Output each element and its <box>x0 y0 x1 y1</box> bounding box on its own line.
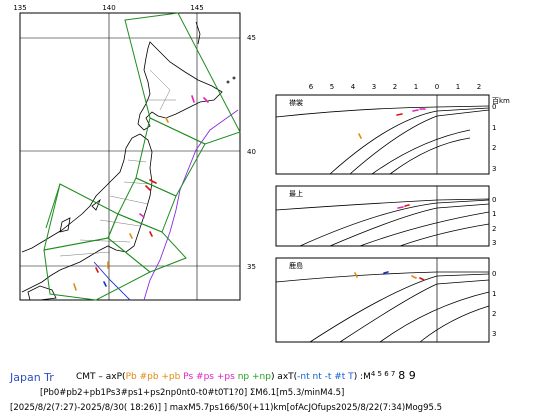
event-marker <box>203 97 209 103</box>
event-marker <box>129 233 133 239</box>
top-tick: 1 <box>456 83 460 91</box>
depth-tick: 1 <box>492 124 496 132</box>
lat-tick-label: 35 <box>247 263 256 271</box>
depth-tick: 1 <box>492 290 496 298</box>
event-marker <box>358 133 362 139</box>
mag-large: 8 9 <box>398 369 416 382</box>
legend-np: np +np <box>237 372 271 382</box>
top-tick: 1 <box>414 83 418 91</box>
mag-small: 4 5 6 7 <box>370 370 396 378</box>
prefecture-boundaries <box>59 69 176 257</box>
plate-boundary-zones <box>43 12 241 301</box>
top-tick: 2 <box>393 83 397 91</box>
distance-unit: 百km <box>492 97 510 105</box>
section-mogami: 最上 0 1 2 3 <box>275 185 496 247</box>
depth-ticks: 0 1 2 3 <box>492 270 496 338</box>
axt-suffix: ) :M <box>353 372 371 382</box>
section-kashima: 鹿島 0 1 2 3 <box>275 257 496 343</box>
event-marker <box>73 283 77 291</box>
event-marker <box>404 204 410 207</box>
event-marker <box>103 281 107 287</box>
top-tick: 4 <box>351 83 356 91</box>
top-tick: 3 <box>372 83 376 91</box>
depth-tick: 2 <box>492 225 496 233</box>
event-marker <box>419 277 425 281</box>
event-marker <box>411 275 417 279</box>
period-line: [2025/8/2(7:27)-2025/8/30( 18:26)] ] max… <box>10 403 443 413</box>
legend-pb: Pb #pb +pb <box>125 372 181 382</box>
legend-nt: -nt nt -t #t T <box>297 372 354 382</box>
event-marker <box>412 109 419 112</box>
japan-map: 135 140 145 45 40 35 <box>13 4 256 301</box>
region-label: Japan Tr <box>10 371 54 384</box>
event-marker <box>191 95 195 103</box>
event-marker <box>149 231 153 237</box>
depth-ticks: 0 1 2 3 <box>492 103 496 173</box>
event-marker <box>149 179 157 184</box>
depth-tick: 3 <box>492 239 496 247</box>
depth-tick: 0 <box>492 270 496 278</box>
map-frame <box>19 12 241 301</box>
depth-tick: 3 <box>492 165 496 173</box>
lon-tick-label: 140 <box>102 4 115 12</box>
event-markers <box>73 95 209 291</box>
summary-line: [Pb0#pb2+pb1Ps3#ps1+ps2np0nt0-t0#t0T1?0]… <box>40 388 345 398</box>
depth-tick: 2 <box>492 144 496 152</box>
section-top-axis: 6 5 4 3 2 1 0 1 2 <box>309 83 481 91</box>
top-tick: 0 <box>435 83 439 91</box>
legend-ps: Ps #ps +ps <box>183 372 235 382</box>
cmt-legend: CMT – axP(Pb #pb +pb Ps #ps +ps np +np) … <box>76 369 416 382</box>
depth-tick: 3 <box>492 330 496 338</box>
event-marker <box>165 117 169 123</box>
cmt-prefix: CMT – axP( <box>76 372 126 382</box>
event-marker <box>354 272 358 278</box>
depth-tick: 0 <box>492 103 496 111</box>
depth-ticks: 0 1 2 3 <box>492 196 496 247</box>
section-erimo: 襟裳 0 1 2 3 <box>275 94 496 175</box>
event-marker <box>383 271 389 274</box>
lat-tick-label: 45 <box>247 34 256 42</box>
top-tick: 2 <box>477 83 481 91</box>
lat-tick-label: 40 <box>247 148 256 156</box>
top-tick: 6 <box>309 83 314 91</box>
event-marker <box>95 267 99 273</box>
event-marker <box>139 213 145 218</box>
section-label: 鹿島 <box>289 261 303 270</box>
top-tick: 5 <box>330 83 334 91</box>
cross-sections: 6 5 4 3 2 1 0 1 2 百km 襟裳 0 1 2 3 <box>275 83 510 343</box>
depth-tick: 1 <box>492 210 496 218</box>
event-marker <box>397 206 404 209</box>
depth-tick: 0 <box>492 196 496 204</box>
lon-tick-label: 145 <box>190 4 203 12</box>
event-marker <box>145 185 151 191</box>
event-marker <box>396 113 403 116</box>
axt-prefix: ) axT( <box>270 372 298 382</box>
section-label: 襟裳 <box>289 98 303 107</box>
depth-tick: 2 <box>492 310 496 318</box>
lon-tick-label: 135 <box>13 4 26 12</box>
section-label: 最上 <box>289 189 303 198</box>
